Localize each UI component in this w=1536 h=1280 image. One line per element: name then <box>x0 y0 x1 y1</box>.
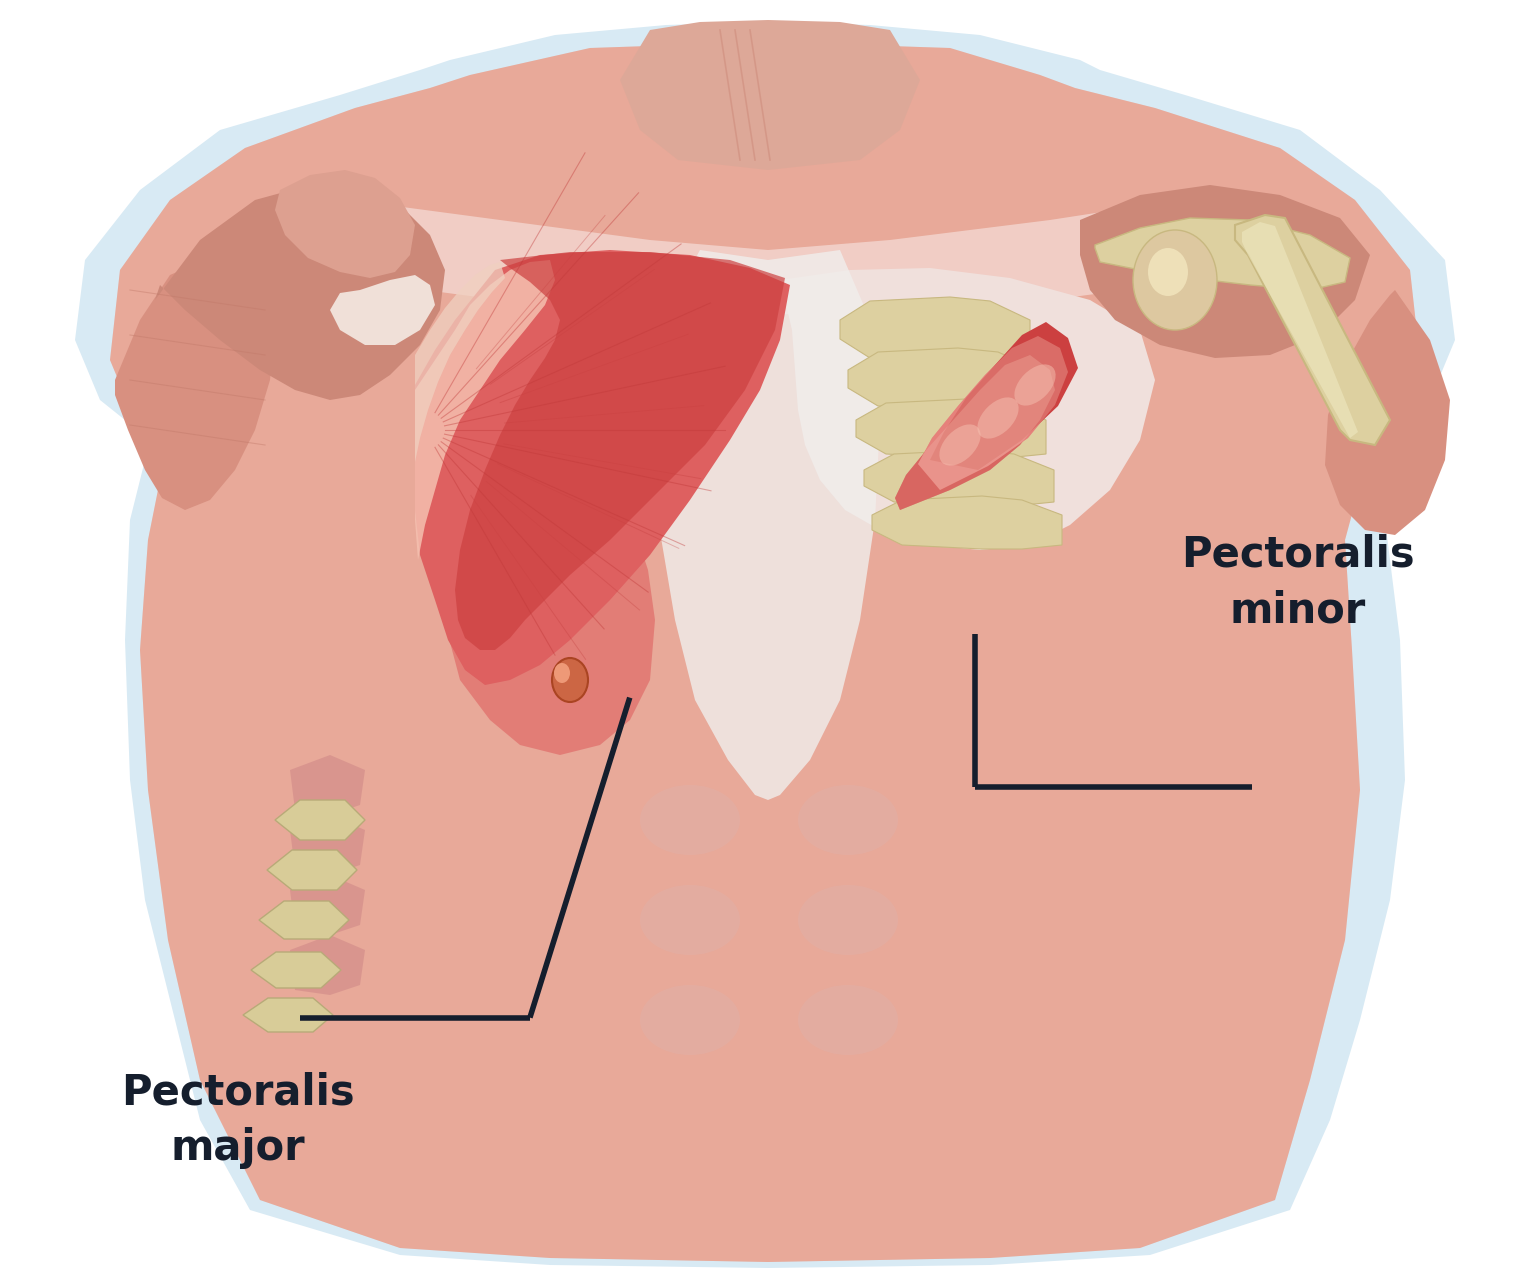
Ellipse shape <box>977 397 1018 439</box>
Polygon shape <box>111 42 1419 1262</box>
Polygon shape <box>290 815 366 876</box>
Polygon shape <box>243 998 333 1032</box>
Text: Pectoralis
major: Pectoralis major <box>121 1071 355 1169</box>
Ellipse shape <box>799 884 899 955</box>
Polygon shape <box>275 170 415 278</box>
Polygon shape <box>872 497 1061 549</box>
Polygon shape <box>863 451 1054 506</box>
Polygon shape <box>290 876 366 934</box>
Polygon shape <box>275 800 366 840</box>
Polygon shape <box>290 755 366 815</box>
Ellipse shape <box>1147 248 1187 296</box>
Polygon shape <box>1235 215 1390 445</box>
Polygon shape <box>415 250 790 685</box>
Polygon shape <box>115 260 275 509</box>
Polygon shape <box>840 297 1031 362</box>
Polygon shape <box>895 355 1055 509</box>
Ellipse shape <box>641 884 740 955</box>
Polygon shape <box>290 934 366 995</box>
Polygon shape <box>929 323 1078 470</box>
Polygon shape <box>155 186 445 401</box>
Polygon shape <box>654 250 880 800</box>
Polygon shape <box>260 901 349 940</box>
Polygon shape <box>75 22 1455 1268</box>
Ellipse shape <box>799 785 899 855</box>
Polygon shape <box>856 399 1046 458</box>
Polygon shape <box>415 262 505 462</box>
Ellipse shape <box>551 658 588 701</box>
Ellipse shape <box>1134 230 1217 330</box>
Ellipse shape <box>940 425 980 466</box>
Polygon shape <box>415 490 654 755</box>
Polygon shape <box>111 42 1419 1262</box>
Polygon shape <box>1080 186 1370 358</box>
Polygon shape <box>919 337 1068 490</box>
Polygon shape <box>455 252 785 650</box>
Polygon shape <box>1243 221 1358 438</box>
Ellipse shape <box>554 663 570 684</box>
Polygon shape <box>250 952 341 988</box>
Polygon shape <box>780 268 1155 550</box>
Ellipse shape <box>1014 365 1055 406</box>
Polygon shape <box>895 355 1055 509</box>
Polygon shape <box>415 260 554 561</box>
Polygon shape <box>1326 291 1450 535</box>
Ellipse shape <box>799 986 899 1055</box>
Polygon shape <box>267 850 356 890</box>
Polygon shape <box>848 348 1038 410</box>
Text: Pectoralis
minor: Pectoralis minor <box>1181 534 1415 631</box>
Ellipse shape <box>641 785 740 855</box>
Polygon shape <box>621 20 920 170</box>
Polygon shape <box>350 200 1200 315</box>
Polygon shape <box>1095 218 1350 291</box>
Polygon shape <box>330 275 435 346</box>
Polygon shape <box>919 337 1068 490</box>
Ellipse shape <box>641 986 740 1055</box>
